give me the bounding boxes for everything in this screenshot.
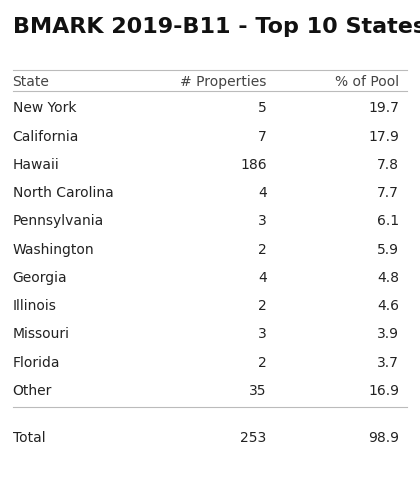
Text: 4.8: 4.8 — [377, 271, 399, 285]
Text: 3.7: 3.7 — [377, 356, 399, 370]
Text: Illinois: Illinois — [13, 299, 56, 313]
Text: 4: 4 — [258, 271, 267, 285]
Text: Total: Total — [13, 431, 45, 445]
Text: New York: New York — [13, 101, 76, 115]
Text: 5.9: 5.9 — [377, 243, 399, 257]
Text: 3: 3 — [258, 214, 267, 228]
Text: 7.8: 7.8 — [377, 158, 399, 172]
Text: North Carolina: North Carolina — [13, 186, 113, 200]
Text: 186: 186 — [240, 158, 267, 172]
Text: Pennsylvania: Pennsylvania — [13, 214, 104, 228]
Text: Other: Other — [13, 384, 52, 398]
Text: 3: 3 — [258, 327, 267, 341]
Text: # Properties: # Properties — [180, 75, 267, 90]
Text: 16.9: 16.9 — [368, 384, 399, 398]
Text: State: State — [13, 75, 50, 90]
Text: 7: 7 — [258, 130, 267, 144]
Text: Hawaii: Hawaii — [13, 158, 59, 172]
Text: 5: 5 — [258, 101, 267, 115]
Text: 7.7: 7.7 — [377, 186, 399, 200]
Text: 17.9: 17.9 — [368, 130, 399, 144]
Text: California: California — [13, 130, 79, 144]
Text: 19.7: 19.7 — [368, 101, 399, 115]
Text: Missouri: Missouri — [13, 327, 70, 341]
Text: 2: 2 — [258, 299, 267, 313]
Text: 3.9: 3.9 — [377, 327, 399, 341]
Text: 253: 253 — [240, 431, 267, 445]
Text: 6.1: 6.1 — [377, 214, 399, 228]
Text: 98.9: 98.9 — [368, 431, 399, 445]
Text: BMARK 2019-B11 - Top 10 States: BMARK 2019-B11 - Top 10 States — [13, 17, 420, 37]
Text: Georgia: Georgia — [13, 271, 67, 285]
Text: 2: 2 — [258, 356, 267, 370]
Text: 2: 2 — [258, 243, 267, 257]
Text: 4: 4 — [258, 186, 267, 200]
Text: Florida: Florida — [13, 356, 60, 370]
Text: % of Pool: % of Pool — [335, 75, 399, 90]
Text: 4.6: 4.6 — [377, 299, 399, 313]
Text: Washington: Washington — [13, 243, 94, 257]
Text: 35: 35 — [249, 384, 267, 398]
